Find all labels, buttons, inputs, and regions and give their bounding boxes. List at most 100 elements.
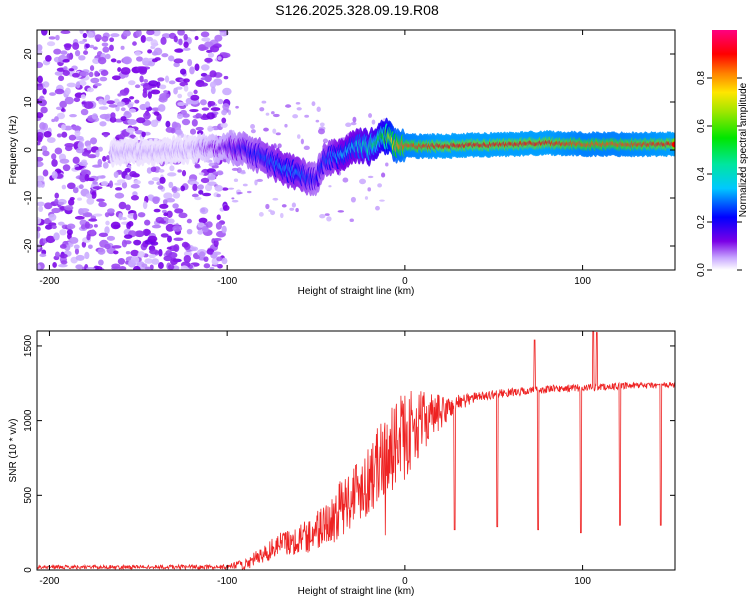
spectrogram-noise-cell: [78, 184, 84, 190]
spectrogram-noise-cell: [146, 30, 155, 36]
spectrogram-noise-cell: [98, 106, 109, 110]
spectrogram-noise-cell: [304, 114, 310, 118]
spectrogram-noise-cell: [57, 263, 68, 268]
spectrogram-noise-cell: [172, 225, 183, 232]
spectrogram-noise-cell: [86, 266, 96, 270]
spectrogram-noise-cell: [88, 71, 94, 78]
spectrogram-noise-cell: [214, 184, 224, 192]
spectrogram-noise-cell: [116, 179, 126, 184]
spectrogram-noise-cell: [197, 222, 205, 227]
spectrogram-noise-cell: [45, 235, 56, 244]
spectrogram-noise-cell: [173, 237, 184, 242]
spectrogram-noise-cell: [177, 93, 183, 99]
spectrogram-noise-cell: [134, 99, 140, 104]
spectrogram-noise-cell: [62, 69, 70, 77]
colorbar-label: Normalized spectral amplitude: [738, 82, 749, 217]
spectrogram-noise-cell: [385, 162, 389, 167]
spectrogram-noise-cell: [190, 246, 199, 252]
spectrogram-noise-cell: [54, 116, 59, 122]
spectrogram-noise-cell: [147, 235, 158, 243]
spectrogram-noise-cell: [165, 120, 171, 128]
spectrogram-noise-cell: [118, 212, 123, 221]
spectrogram-noise-cell: [151, 51, 159, 56]
spectrogram-noise-cell: [73, 244, 80, 250]
spectrogram-noise-cell: [165, 198, 176, 203]
spectrogram-noise-cell: [59, 244, 67, 249]
spectrogram-noise-cell: [74, 248, 80, 255]
spectrogram-noise-cell: [128, 80, 136, 86]
spectrogram-noise-cell: [133, 179, 141, 185]
colorbar-tick-label: 0.0: [696, 263, 707, 277]
spectrogram-noise-cell: [144, 219, 151, 226]
spectrogram-noise-cell: [300, 138, 304, 145]
spectrogram-noise-cell: [198, 217, 208, 224]
spectrogram-noise-cell: [54, 198, 59, 205]
spectrogram-noise-cell: [375, 205, 380, 211]
spectrogram-noise-cell: [191, 118, 198, 127]
spectrogram-noise-cell: [78, 161, 88, 167]
spectrogram-noise-cell: [326, 216, 332, 222]
spectrogram-noise-cell: [159, 84, 167, 90]
spectrogram-noise-cell: [202, 192, 212, 197]
spectrogram-noise-cell: [192, 183, 198, 192]
spectrogram-noise-cell: [150, 89, 161, 95]
spectrogram-noise-cell: [284, 123, 288, 128]
spectrogram-noise-cell: [158, 248, 163, 257]
spectrogram-noise-cell: [74, 215, 85, 220]
spectrogram-noise-cell: [349, 218, 354, 222]
spectrogram-noise-cell: [41, 145, 48, 152]
spectrogram-noise-cell: [129, 134, 136, 139]
spectrogram-y-axis-label: Frequency (Hz): [8, 116, 19, 185]
spectrogram-noise-cell: [322, 138, 329, 144]
spectrogram-noise-cell: [163, 212, 169, 217]
spectrogram-noise-cell: [200, 64, 210, 71]
spectrogram-noise-cell: [203, 256, 209, 262]
spectrogram-noise-cell: [180, 68, 187, 75]
spectrogram-noise-cell: [174, 129, 183, 135]
spectrogram-noise-cell: [110, 58, 117, 63]
spectrogram-noise-cell: [261, 100, 267, 104]
spectrogram-noise-cell: [241, 169, 246, 174]
spectrogram-noise-cell: [136, 56, 143, 62]
spectrogram-noise-cell: [114, 182, 122, 186]
spectrogram-noise-cell: [113, 250, 119, 255]
spectrogram-noise-cell: [167, 218, 175, 224]
spectrogram-cells: [37, 30, 675, 270]
spectrogram-noise-cell: [315, 119, 320, 123]
spectrogram-noise-cell: [45, 55, 52, 62]
spectrogram-noise-cell: [37, 217, 42, 225]
spectrogram-noise-cell: [121, 239, 128, 248]
spectrogram-noise-cell: [43, 202, 53, 210]
spectrogram-noise-cell: [84, 221, 90, 229]
spectrogram-noise-cell: [38, 99, 47, 107]
spectrogram-noise-cell: [86, 31, 94, 38]
spectrogram-noise-cell: [134, 84, 141, 89]
spectrogram-noise-cell: [43, 130, 52, 138]
spectrogram-noise-cell: [117, 93, 122, 97]
spectrogram-noise-cell: [231, 199, 239, 203]
spectrogram-noise-cell: [82, 32, 88, 39]
spectrogram-noise-cell: [141, 131, 146, 138]
spectrogram-noise-cell: [103, 133, 109, 138]
spectrogram-noise-cell: [150, 39, 158, 48]
spectrogram-noise-cell: [167, 235, 172, 243]
spectrogram-noise-cell: [172, 192, 181, 199]
spectrogram-noise-cell: [272, 128, 277, 134]
spectrogram-noise-cell: [104, 94, 111, 101]
spectrogram-noise-cell: [118, 201, 127, 210]
spectrogram-noise-cell: [223, 75, 229, 80]
spectrogram-noise-cell: [221, 117, 227, 124]
spectrogram-x-axis-label: Height of straight line (km): [298, 286, 415, 297]
spectrogram-noise-cell: [130, 184, 140, 189]
spectrogram-noise-cell: [167, 264, 175, 270]
spectrogram-noise-cell: [77, 197, 82, 201]
spectrogram-noise-cell: [98, 232, 109, 238]
spectrogram-noise-cell: [54, 192, 60, 199]
spectrogram-noise-cell: [337, 210, 345, 213]
spectrogram-noise-cell: [296, 107, 302, 111]
spectrogram-noise-cell: [87, 87, 94, 93]
spectrogram-noise-cell: [58, 75, 65, 82]
spectrogram-noise-cell: [161, 209, 167, 214]
